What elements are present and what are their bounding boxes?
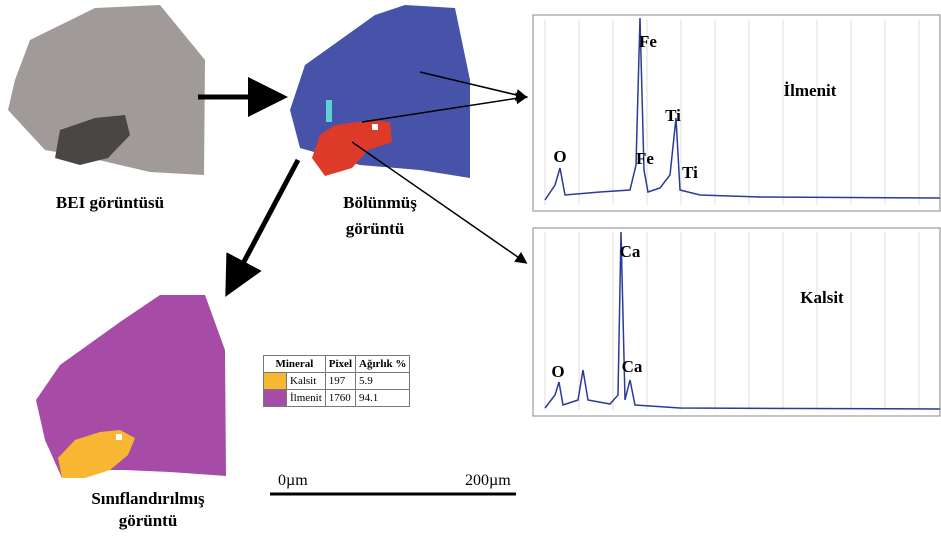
header-cell: Ağırlık % [356,356,410,373]
peak-label: Ca [620,242,641,261]
scale-end: 200µm [465,472,511,489]
spectrum-frame [533,15,940,211]
segmented-cyan [326,100,332,122]
scale-start: 0µm [278,472,308,489]
peak-label: O [551,362,564,381]
color-swatch [264,373,287,390]
color-swatch [264,390,287,407]
spectrum-frame [533,228,940,416]
peak-label: O [553,147,566,166]
weight-cell: 5.9 [356,373,410,390]
table-row: Kalsit 197 5.9 [264,373,410,390]
header-cell: Mineral [264,356,326,373]
segmented-label: görüntü [346,219,405,238]
hole [372,124,378,130]
pixel-cell: 1760 [325,390,355,407]
spectrum-name: Kalsit [800,288,844,307]
bei-label: BEI görüntüsü [56,193,164,212]
mineral-table: Mineral Pixel Ağırlık % Kalsit 197 5.9 İ… [263,355,410,407]
hole [116,434,122,440]
mineral-cell: Kalsit [287,373,326,390]
classified-label: görüntü [119,511,178,530]
peak-label: Ti [682,163,698,182]
mineral-cell: İlmenit [287,390,326,407]
peak-label: Fe [636,149,654,168]
classified-image [36,295,226,478]
pixel-cell: 197 [325,373,355,390]
peak-label: Ca [622,357,643,376]
header-cell: Pixel [325,356,355,373]
table-row: İlmenit 1760 94.1 [264,390,410,407]
arrow [230,160,298,288]
diagram: BEI görüntüsü Bölünmüş görüntü Fe Ti O F… [0,0,941,537]
peak-label: Fe [639,32,657,51]
segmented-label: Bölünmüş [343,193,417,212]
table-header: Mineral Pixel Ağırlık % [264,356,410,373]
figure: BEI görüntüsü Bölünmüş görüntü Fe Ti O F… [0,0,941,537]
classified-label: Sınıflandırılmış [91,489,205,508]
weight-cell: 94.1 [356,390,410,407]
peak-label: Ti [665,106,681,125]
spectrum-name: İlmenit [784,81,837,100]
